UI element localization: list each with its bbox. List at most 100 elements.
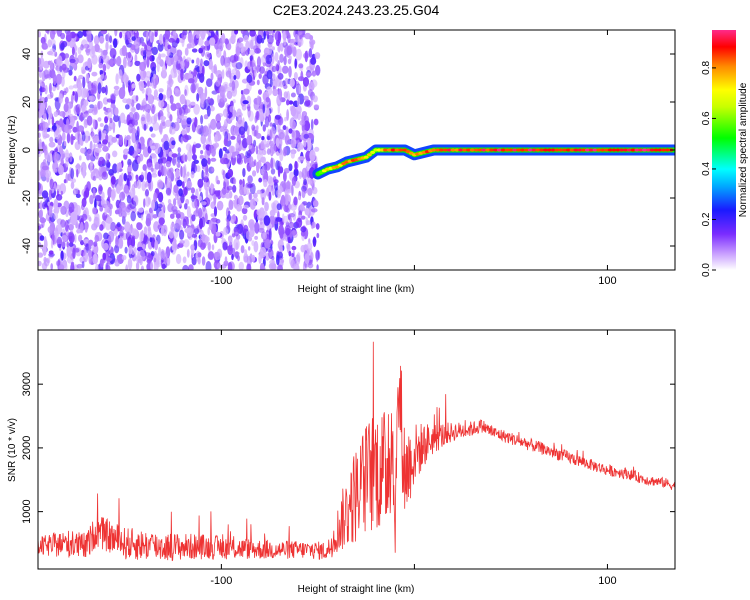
noise-speck — [97, 144, 103, 149]
noise-speck — [287, 236, 291, 244]
noise-speck — [66, 247, 70, 253]
noise-speck — [84, 221, 88, 233]
noise-speck — [52, 85, 56, 92]
y-tick-label: 20 — [21, 96, 33, 108]
noise-speck — [147, 94, 155, 105]
noise-speck — [274, 114, 281, 120]
noise-speck — [293, 196, 298, 206]
noise-speck — [176, 179, 183, 187]
noise-speck — [158, 217, 165, 225]
noise-speck — [74, 141, 81, 151]
noise-speck — [282, 65, 289, 74]
signal-track-cell — [630, 148, 636, 152]
noise-speck — [270, 168, 276, 175]
noise-speck — [202, 204, 206, 212]
noise-speck — [123, 185, 130, 194]
noise-speck — [91, 45, 96, 55]
noise-speck — [127, 158, 132, 167]
noise-speck — [187, 32, 194, 44]
noise-speck — [210, 118, 217, 130]
noise-speck — [101, 86, 106, 94]
noise-speck — [197, 252, 202, 258]
noise-speck — [242, 88, 250, 95]
noise-speck — [223, 121, 228, 127]
noise-speck — [312, 200, 319, 208]
noise-speck — [124, 134, 127, 147]
noise-speck — [296, 96, 300, 107]
noise-speck — [244, 257, 248, 262]
noise-speck — [68, 69, 73, 76]
signal-track-cell — [450, 148, 456, 152]
noise-speck — [289, 256, 294, 266]
noise-speck — [251, 240, 255, 246]
signal-track-cell — [466, 148, 471, 152]
noise-speck — [132, 228, 138, 237]
noise-speck — [190, 195, 198, 200]
noise-speck — [246, 135, 252, 146]
noise-speck — [109, 117, 113, 124]
noise-speck — [131, 235, 136, 241]
signal-track-cell — [546, 148, 552, 152]
noise-speck — [290, 137, 297, 149]
noise-speck — [301, 167, 308, 180]
signal-track-cell — [438, 148, 444, 152]
noise-speck — [38, 31, 41, 38]
noise-speck — [99, 258, 104, 268]
noise-speck — [56, 55, 63, 66]
noise-speck — [135, 95, 139, 102]
noise-speck — [312, 95, 318, 103]
noise-speck — [156, 61, 160, 73]
noise-speck — [287, 58, 292, 65]
spectrogram-ylabel: Frequency (Hz) — [7, 116, 18, 185]
noise-speck — [61, 63, 67, 71]
noise-speck — [191, 257, 197, 266]
noise-speck — [126, 194, 132, 204]
noise-speck — [41, 165, 49, 171]
noise-speck — [256, 209, 262, 216]
noise-speck — [277, 45, 281, 52]
noise-speck — [310, 208, 318, 213]
noise-speck — [203, 60, 210, 67]
noise-speck — [77, 82, 83, 90]
noise-speck — [291, 130, 295, 138]
noise-speck — [214, 142, 219, 148]
noise-speck — [256, 152, 264, 162]
noise-speck — [122, 74, 129, 83]
noise-speck — [207, 227, 210, 236]
noise-speck — [179, 240, 185, 245]
noise-speck — [237, 195, 244, 206]
noise-speck — [300, 226, 307, 233]
noise-speck — [228, 199, 234, 211]
noise-speck — [295, 48, 302, 61]
noise-speck — [83, 99, 89, 107]
noise-speck — [229, 105, 235, 113]
noise-speck — [63, 103, 69, 113]
noise-speck — [183, 239, 190, 248]
noise-speck — [297, 37, 304, 47]
noise-speck — [81, 131, 86, 142]
noise-speck — [227, 168, 234, 178]
noise-speck — [194, 65, 200, 71]
noise-speck — [280, 194, 286, 207]
noise-speck — [247, 175, 253, 184]
signal-track-cell — [584, 148, 590, 152]
noise-speck — [225, 62, 231, 70]
noise-speck — [48, 216, 52, 224]
noise-speck — [289, 78, 295, 88]
noise-speck — [286, 109, 289, 121]
noise-speck — [288, 65, 292, 78]
noise-speck — [285, 181, 292, 192]
noise-speck — [69, 58, 76, 64]
noise-speck — [204, 236, 210, 243]
noise-speck — [41, 97, 45, 103]
noise-speck — [151, 46, 158, 56]
noise-speck — [207, 157, 211, 165]
noise-speck — [224, 193, 232, 199]
noise-speck — [283, 84, 288, 90]
noise-speck — [70, 181, 75, 189]
noise-speck — [223, 137, 228, 147]
noise-speck — [218, 148, 223, 159]
signal-track-cell — [600, 148, 606, 152]
noise-speck — [89, 194, 94, 205]
noise-speck — [179, 94, 186, 105]
